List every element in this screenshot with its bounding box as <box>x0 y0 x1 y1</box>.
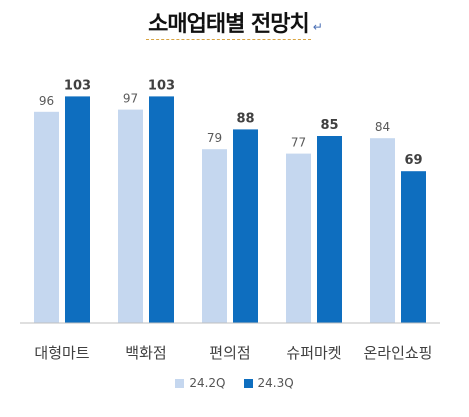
data-label-1-1: 96 <box>39 94 54 108</box>
bar-2-5 <box>401 171 426 323</box>
bar-1-1 <box>34 111 59 323</box>
legend-swatch-series-2 <box>243 378 253 388</box>
category-label-4: 슈퍼마켓 <box>286 344 341 362</box>
return-mark-icon: ↵ <box>312 20 323 34</box>
data-label-1-3: 79 <box>207 131 222 145</box>
category-label-2: 백화점 <box>125 344 166 362</box>
legend-label-series-2: 24.3Q <box>257 376 294 390</box>
bar-2-4 <box>317 136 342 323</box>
bar-2-2 <box>149 96 174 324</box>
data-label-1-4: 77 <box>291 136 306 150</box>
data-label-1-5: 84 <box>375 120 390 134</box>
legend-item-series-2: 24.3Q <box>243 376 294 390</box>
bar-2-3 <box>233 129 258 323</box>
chart-title-wrap: 소매업태별 전망치 ↵ <box>0 6 469 40</box>
legend-item-series-1: 24.2Q <box>175 376 226 390</box>
data-label-2-5: 69 <box>404 153 422 168</box>
legend: 24.2Q 24.3Q <box>0 376 469 390</box>
data-label-2-2: 103 <box>148 78 175 93</box>
category-label-5: 온라인쇼핑 <box>363 344 432 362</box>
legend-label-series-1: 24.2Q <box>189 376 226 390</box>
data-label-2-4: 85 <box>320 118 338 133</box>
category-label-3: 편의점 <box>209 344 250 362</box>
data-label-2-3: 88 <box>236 111 254 126</box>
data-label-2-1: 103 <box>64 78 91 93</box>
bar-1-5 <box>370 138 395 323</box>
chart-title: 소매업태별 전망치 <box>146 6 311 40</box>
bar-1-4 <box>286 153 311 323</box>
data-label-1-2: 97 <box>123 92 138 106</box>
bar-2-1 <box>65 96 90 324</box>
bar-1-2 <box>118 109 143 323</box>
legend-swatch-series-1 <box>175 378 185 388</box>
bar-1-3 <box>202 149 227 323</box>
category-label-1: 대형마트 <box>34 344 89 362</box>
